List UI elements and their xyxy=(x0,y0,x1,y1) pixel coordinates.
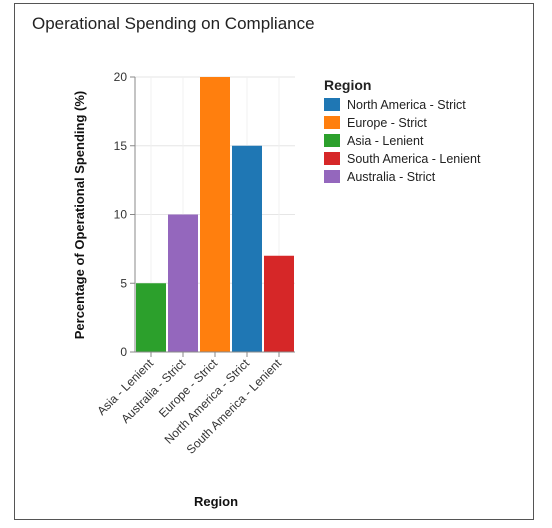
bar xyxy=(264,255,294,352)
bar xyxy=(168,214,198,352)
bars xyxy=(136,77,294,352)
x-axis-title: Region xyxy=(194,494,238,509)
legend-label: Europe - Strict xyxy=(347,116,427,130)
legend-label: North America - Strict xyxy=(347,98,466,112)
y-axis-title: Percentage of Operational Spending (%) xyxy=(72,91,87,339)
chart-title: Operational Spending on Compliance xyxy=(32,14,315,33)
y-tick-label: 10 xyxy=(114,208,128,222)
legend-swatch xyxy=(324,170,340,183)
legend-label: Asia - Lenient xyxy=(347,134,424,148)
y-axis: 0 5 10 15 20 xyxy=(114,70,136,359)
bar xyxy=(232,145,262,352)
legend-title: Region xyxy=(324,77,371,93)
y-tick-label: 0 xyxy=(120,345,127,359)
bar xyxy=(200,77,230,352)
bar xyxy=(136,283,166,352)
y-tick-label: 20 xyxy=(114,70,128,84)
y-tick-label: 15 xyxy=(114,139,128,153)
legend-swatch xyxy=(324,116,340,129)
legend-swatch xyxy=(324,134,340,147)
y-tick-label: 5 xyxy=(120,276,127,290)
legend: North America - Strict Europe - Strict Asi… xyxy=(324,98,481,184)
legend-swatch xyxy=(324,152,340,165)
legend-label: Australia - Strict xyxy=(347,170,436,184)
legend-swatch xyxy=(324,98,340,111)
legend-label: South America - Lenient xyxy=(347,152,481,166)
